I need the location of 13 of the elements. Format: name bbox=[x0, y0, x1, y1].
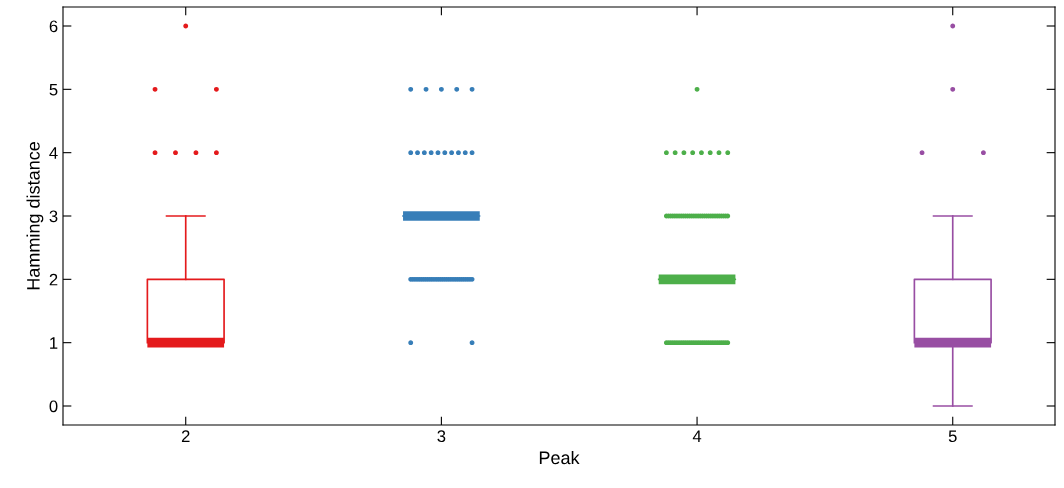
x-tick-label: 2 bbox=[181, 430, 190, 442]
y-tick-label: 1 bbox=[50, 337, 58, 349]
y-tick-label: 6 bbox=[49, 20, 58, 33]
y-tick-label: 4 bbox=[49, 147, 58, 159]
x-tick-label: 4 bbox=[692, 430, 702, 442]
x-tick-label: 3 bbox=[437, 430, 446, 443]
y-tick-label: 5 bbox=[49, 83, 58, 96]
y-tick-label: 3 bbox=[49, 210, 58, 223]
y-tick-label: 2 bbox=[49, 273, 58, 286]
y-tick-label: 0 bbox=[49, 400, 58, 413]
x-axis-title: Peak bbox=[539, 450, 580, 465]
y-axis-title: Hamming distance bbox=[26, 142, 44, 290]
x-tick-label: 5 bbox=[948, 430, 957, 443]
